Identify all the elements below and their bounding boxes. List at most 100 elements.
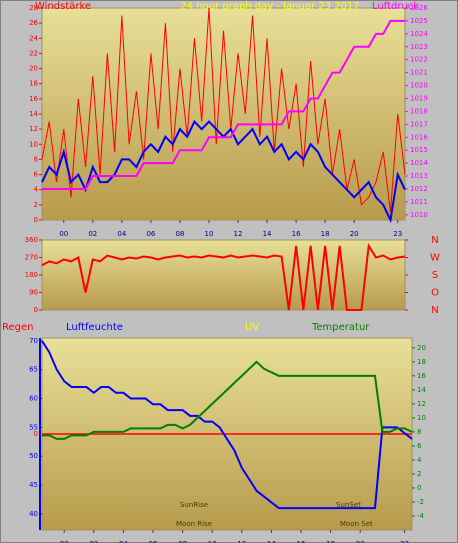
direction-label: N bbox=[431, 305, 438, 316]
annotation: Moon Rise bbox=[176, 520, 212, 528]
y2-tick-label: 2 bbox=[417, 470, 421, 478]
x-tick-label: 20 bbox=[356, 540, 365, 543]
y-tick-label: 0 bbox=[34, 216, 38, 224]
y-tick-label: 6 bbox=[34, 171, 39, 179]
rain-label: Regen bbox=[2, 322, 34, 333]
y-tick-label: 4 bbox=[34, 186, 39, 194]
y2-tick-label: 20 bbox=[417, 344, 426, 352]
y-tick-label: 45 bbox=[29, 481, 38, 489]
x-tick-label: 04 bbox=[117, 230, 126, 238]
y2-tick-label: 1013 bbox=[410, 172, 428, 180]
x-tick-label: 00 bbox=[60, 540, 69, 543]
x-tick-label: 08 bbox=[178, 540, 187, 543]
y2-tick-label: 1016 bbox=[410, 133, 428, 141]
x-tick-label: 18 bbox=[326, 540, 335, 543]
series-line bbox=[41, 242, 406, 311]
y-tick-label: 70 bbox=[29, 337, 38, 345]
series-line bbox=[42, 360, 413, 440]
y-tick-label: 50 bbox=[29, 452, 38, 460]
direction-label: W bbox=[430, 253, 440, 264]
x-tick-label: 12 bbox=[237, 540, 246, 543]
y2-tick-label: 8 bbox=[417, 428, 421, 436]
x-tick-label: 23 bbox=[393, 230, 402, 238]
y2-tick-label: 1019 bbox=[410, 94, 428, 102]
y2-tick-label: 1023 bbox=[410, 43, 428, 51]
y2-tick-label: 16 bbox=[417, 372, 426, 380]
y-tick-label: 270 bbox=[25, 254, 38, 262]
y2-tick-label: 10 bbox=[417, 414, 426, 422]
y2-tick-label: 14 bbox=[417, 386, 426, 394]
y2-tick-label: 6 bbox=[417, 442, 422, 450]
y-tick-label: 20 bbox=[29, 65, 38, 73]
y2-tick-label: 1017 bbox=[410, 120, 428, 128]
y-tick-label: 40 bbox=[29, 510, 38, 518]
y2-tick-label: 1014 bbox=[410, 159, 428, 167]
annotation: SunRise bbox=[180, 501, 208, 509]
x-tick-label: 20 bbox=[350, 230, 359, 238]
y2-tick-label: 1011 bbox=[410, 198, 428, 206]
y2-tick-label: -4 bbox=[417, 512, 425, 520]
y-axis-label: Luftfeuchte bbox=[66, 322, 123, 333]
y2-tick-label: 4 bbox=[417, 456, 422, 464]
y-tick-label: 28 bbox=[29, 4, 38, 12]
annotation: UV bbox=[245, 322, 259, 333]
y-tick-label: 24 bbox=[29, 34, 38, 42]
plot-area bbox=[41, 239, 406, 311]
y2-tick-label: -2 bbox=[417, 498, 424, 506]
series-line bbox=[41, 340, 413, 510]
y2-tick-label: 18 bbox=[417, 358, 426, 366]
y2-tick-label: 1015 bbox=[410, 146, 428, 154]
x-tick-label: 12 bbox=[234, 230, 243, 238]
direction-label: S bbox=[432, 270, 438, 281]
direction-label: N bbox=[431, 235, 438, 246]
y-tick-label: 26 bbox=[29, 19, 38, 27]
y-tick-label: 90 bbox=[29, 289, 38, 297]
y2-tick-label: 1020 bbox=[410, 82, 428, 90]
x-tick-label: 00 bbox=[59, 230, 68, 238]
series-line bbox=[41, 7, 406, 213]
chart-title: 24 hour graph day - Januar 23 2017 bbox=[180, 1, 359, 12]
series-line bbox=[42, 19, 405, 190]
y2-tick-label: 1012 bbox=[410, 185, 428, 193]
y2-tick-label: 1026 bbox=[410, 4, 428, 12]
x-tick-label: 16 bbox=[297, 540, 306, 543]
x-tick-label: 14 bbox=[267, 540, 276, 543]
x-tick-label: 04 bbox=[119, 540, 128, 543]
y2-tick-label: 1010 bbox=[410, 211, 428, 219]
y-tick-label: 10 bbox=[29, 140, 38, 148]
x-tick-label: 18 bbox=[321, 230, 330, 238]
y2-tick-label: 1022 bbox=[410, 56, 428, 64]
direction-label: O bbox=[431, 288, 439, 299]
y-tick-label: 8 bbox=[34, 155, 38, 163]
annotation: Moon Set bbox=[340, 520, 373, 528]
y-tick-label: 12 bbox=[29, 125, 38, 133]
y-tick-label: 180 bbox=[25, 271, 38, 279]
x-tick-label: 06 bbox=[146, 230, 155, 238]
x-tick-label: 23 bbox=[400, 540, 409, 543]
y2-axis-label: Temperatur bbox=[311, 322, 370, 333]
y2-tick-label: 1021 bbox=[410, 69, 428, 77]
y-tick-label: 22 bbox=[29, 49, 38, 57]
y2-tick-label: 0 bbox=[417, 484, 421, 492]
x-tick-label: 06 bbox=[149, 540, 158, 543]
y-tick-label: 0 bbox=[34, 306, 38, 314]
y-tick-label: 55 bbox=[29, 423, 38, 431]
plot-area bbox=[41, 7, 406, 221]
x-tick-label: 16 bbox=[292, 230, 301, 238]
y2-tick-label: 12 bbox=[417, 400, 426, 408]
y-tick-label: 18 bbox=[29, 80, 38, 88]
y-tick-label: 16 bbox=[29, 95, 38, 103]
x-tick-label: 14 bbox=[263, 230, 272, 238]
y-tick-label: 14 bbox=[29, 110, 38, 118]
x-tick-label: 10 bbox=[208, 540, 217, 543]
y-tick-label: 60 bbox=[29, 395, 38, 403]
y-tick-label: 2 bbox=[34, 201, 38, 209]
annotation: SunSet bbox=[336, 501, 361, 509]
rain-tick-label: 0 bbox=[34, 430, 38, 438]
x-tick-label: 08 bbox=[175, 230, 184, 238]
y-tick-label: 65 bbox=[29, 366, 38, 374]
y2-tick-label: 1018 bbox=[410, 107, 428, 115]
y2-tick-label: 1025 bbox=[410, 17, 428, 25]
x-tick-label: 02 bbox=[89, 540, 98, 543]
